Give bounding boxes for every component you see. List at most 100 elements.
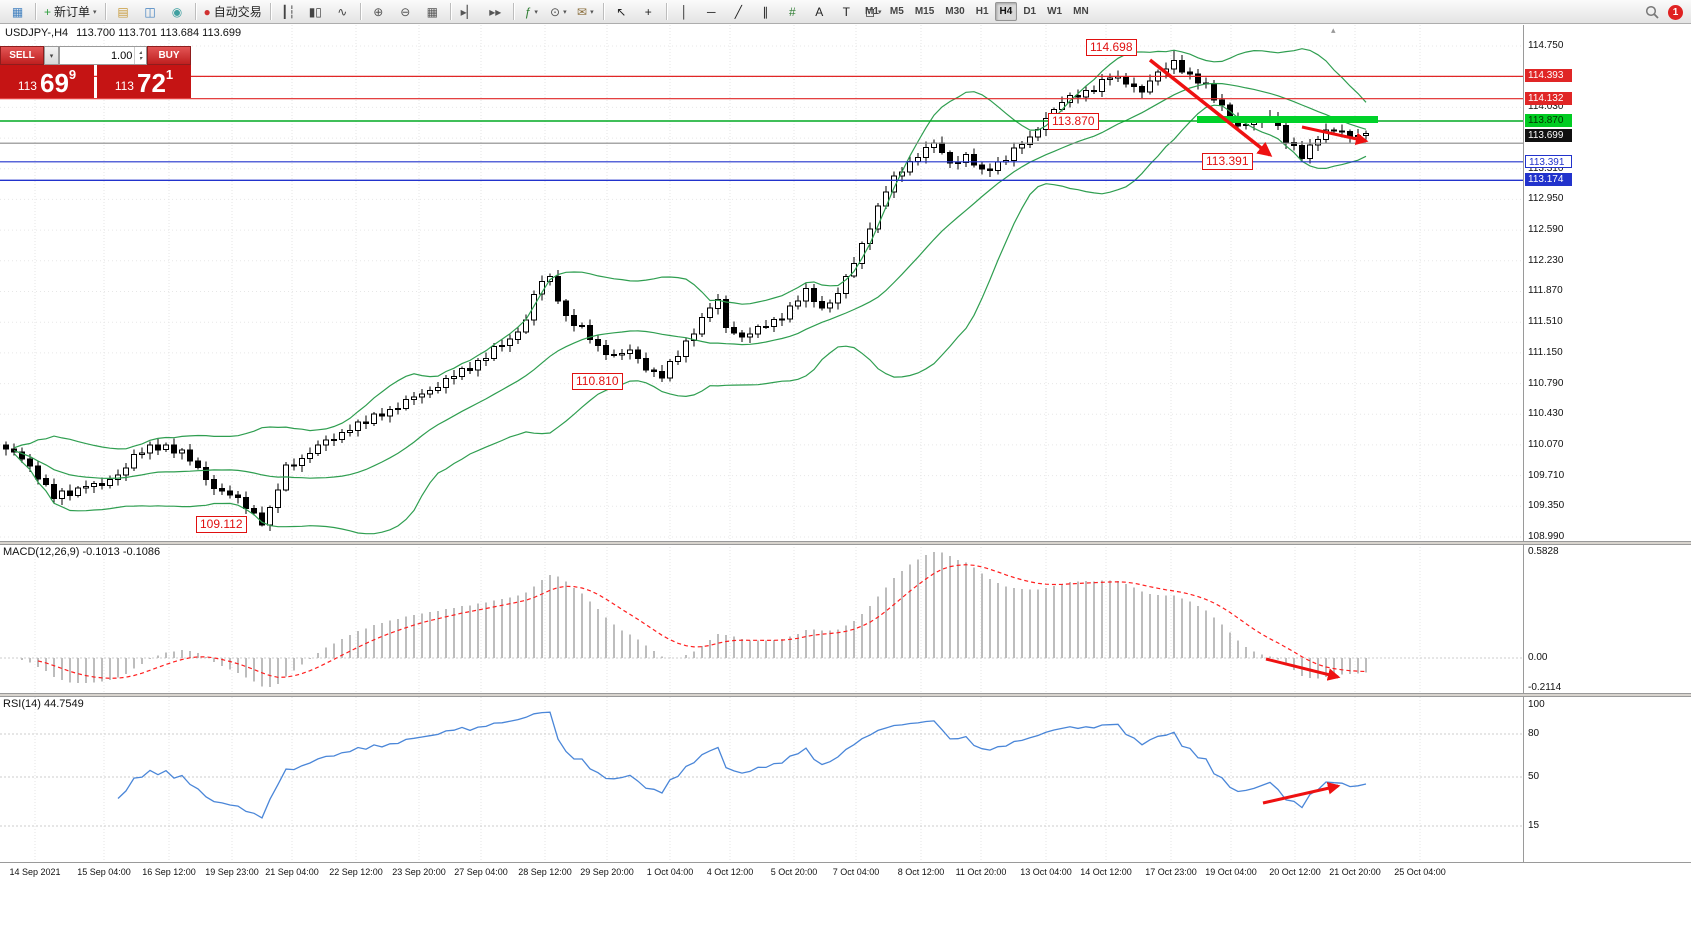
ask-pipette: 1 xyxy=(165,67,174,82)
time-label: 28 Sep 12:00 xyxy=(518,867,572,877)
zoom-in-icon[interactable]: ⊕ xyxy=(365,1,392,23)
time-label: 16 Sep 12:00 xyxy=(142,867,196,877)
cursor-icon[interactable]: ↖ xyxy=(608,1,635,23)
line-chart-icon[interactable]: ∿ xyxy=(329,1,356,23)
toolbar-right: 1 xyxy=(1645,0,1683,24)
indicator-axis-tick: 0.5828 xyxy=(1528,546,1559,557)
profiles-icon-glyph: ▤ xyxy=(117,4,129,19)
tile-windows-icon[interactable]: ▦ xyxy=(419,1,446,23)
zoom-in-icon-glyph: ⊕ xyxy=(373,4,384,19)
trendline-icon[interactable]: ╱ xyxy=(725,1,752,23)
timeframe-mn[interactable]: MN xyxy=(1073,6,1089,17)
new-chart-icon-glyph: ▦ xyxy=(11,4,24,19)
price-badge: 113.174 xyxy=(1525,173,1572,186)
label-icon[interactable]: T xyxy=(833,1,860,23)
text-icon[interactable]: A xyxy=(806,1,833,23)
volume-dropdown-button[interactable]: ▾ xyxy=(44,46,59,65)
market-watch-icon[interactable]: ◉ xyxy=(164,1,191,23)
autotrading-button[interactable]: ● 自动交易 xyxy=(200,1,266,23)
search-icon[interactable] xyxy=(1645,5,1660,20)
periods-icon-caret: ▾ xyxy=(563,8,567,16)
horizontal-line-icon[interactable]: ─ xyxy=(698,1,725,23)
charts-icon[interactable]: ◫ xyxy=(137,1,164,23)
timeframe-m15[interactable]: M15 xyxy=(914,6,935,17)
crosshair-icon[interactable]: + xyxy=(635,1,662,23)
profiles-icon[interactable]: ▤ xyxy=(110,1,137,23)
trendline-icon-glyph: ╱ xyxy=(734,4,742,19)
chart-info-line: USDJPY-,H4 113.700 113.701 113.684 113.69… xyxy=(5,27,241,39)
timeframe-group: M1 M5 M15 M30 H1 H4 D1 W1 MN xyxy=(860,2,1094,21)
time-label: 15 Sep 04:00 xyxy=(77,867,131,877)
chart-shift-icon[interactable]: ▸▸ xyxy=(482,1,509,23)
channel-icon[interactable]: ∥ xyxy=(752,1,779,23)
periods-icon[interactable]: ⊙ ▾ xyxy=(545,1,572,23)
sell-button[interactable]: SELL xyxy=(0,46,44,65)
time-label: 13 Oct 04:00 xyxy=(1020,867,1072,877)
volume-field: ▴▾ xyxy=(59,46,147,65)
bid-pips: 69 xyxy=(39,68,69,98)
price-tick: 112.950 xyxy=(1528,193,1564,204)
notification-badge[interactable]: 1 xyxy=(1668,4,1683,20)
macd-indicator-label: MACD(12,26,9) -0.1013 -0.1086 xyxy=(3,546,161,558)
price-axis: 114.750 114.030 113.310 112.950 112.590 112.2… xyxy=(1524,25,1691,880)
ask-price-panel[interactable]: 113 72 1 xyxy=(97,65,191,98)
timeframe-m5[interactable]: M5 xyxy=(889,6,904,17)
timeframe-h4[interactable]: H4 xyxy=(994,2,1018,21)
time-label: 1 Oct 04:00 xyxy=(646,867,694,877)
vertical-line-icon[interactable]: │ xyxy=(671,1,698,23)
timeframe-h1[interactable]: H1 xyxy=(975,6,989,17)
text-icon-glyph: A xyxy=(815,4,824,19)
candlestick-chart-icon[interactable]: ▮▯ xyxy=(302,1,329,23)
bar-chart-icon[interactable]: ┃┆ xyxy=(275,1,302,23)
templates-icon-caret: ▾ xyxy=(590,8,594,16)
tile-windows-icon-glyph: ▦ xyxy=(426,4,438,19)
new-order-button[interactable]: + 新订单 ▾ xyxy=(40,1,101,23)
auto-scroll-icon-glyph: ▸▏ xyxy=(460,4,476,19)
new-chart-icon[interactable]: ▦ xyxy=(4,1,31,23)
volume-input[interactable] xyxy=(60,47,135,64)
price-badge: 113.391 xyxy=(1525,155,1572,168)
toolbar-separator xyxy=(194,3,196,20)
timeframe-m1[interactable]: M1 xyxy=(865,6,879,17)
templates-icon-glyph: ✉ xyxy=(577,4,588,19)
price-tick: 112.230 xyxy=(1528,255,1564,266)
price-tick: 111.150 xyxy=(1528,347,1563,358)
one-click-top-row: SELL ▾ ▴▾ BUY xyxy=(0,46,191,65)
rsi-panel-splitter[interactable] xyxy=(0,693,1691,697)
indicators-icon[interactable]: ƒ ▾ xyxy=(518,1,545,23)
indicator-axis-tick: 0.00 xyxy=(1528,652,1548,663)
toolbar-separator xyxy=(269,3,271,20)
bid-price-panel[interactable]: 113 69 9 xyxy=(0,65,94,98)
timeframe-w1[interactable]: W1 xyxy=(1047,6,1063,17)
line-chart-icon-glyph: ∿ xyxy=(337,4,348,19)
time-label: 21 Oct 20:00 xyxy=(1329,867,1381,877)
zoom-out-icon-glyph: ⊖ xyxy=(400,4,411,19)
fibonacci-icon[interactable]: # xyxy=(779,1,806,23)
auto-scroll-icon[interactable]: ▸▏ xyxy=(455,1,482,23)
templates-icon[interactable]: ✉ ▾ xyxy=(572,1,599,23)
new-order-button-glyph: + xyxy=(44,4,52,19)
time-axis[interactable]: 14 Sep 2021 15 Sep 04:00 16 Sep 12:00 19 Se… xyxy=(0,862,1691,882)
toolbar-separator xyxy=(35,3,36,20)
price-tick: 113.310 xyxy=(1528,163,1563,175)
cursor-icon-glyph: ↖ xyxy=(616,4,627,19)
price-badge: 113.870 xyxy=(1525,114,1572,127)
timeframe-m30[interactable]: M30 xyxy=(945,6,965,17)
horizontal-line-icon-glyph: ─ xyxy=(707,4,716,19)
zoom-out-icon[interactable]: ⊖ xyxy=(392,1,419,23)
buy-button[interactable]: BUY xyxy=(147,46,191,65)
timeframe-d1[interactable]: D1 xyxy=(1023,6,1037,17)
price-tick: 114.750 xyxy=(1528,40,1564,51)
vertical-line-icon-glyph: │ xyxy=(680,4,689,19)
toolbar-separator xyxy=(602,3,604,20)
macd-panel-splitter[interactable] xyxy=(0,541,1691,545)
market-watch-icon-glyph: ◉ xyxy=(171,4,183,19)
price-tick: 110.070 xyxy=(1528,439,1564,450)
shapes-icon[interactable]: ◻ ▾ xyxy=(860,1,887,23)
time-label: 22 Sep 12:00 xyxy=(329,867,383,877)
volume-stepper[interactable]: ▴ ▾ xyxy=(134,47,146,64)
time-label: 29 Sep 20:00 xyxy=(580,867,634,877)
time-label: 20 Oct 12:00 xyxy=(1269,867,1321,877)
autotrading-button-glyph: ● xyxy=(203,4,211,19)
